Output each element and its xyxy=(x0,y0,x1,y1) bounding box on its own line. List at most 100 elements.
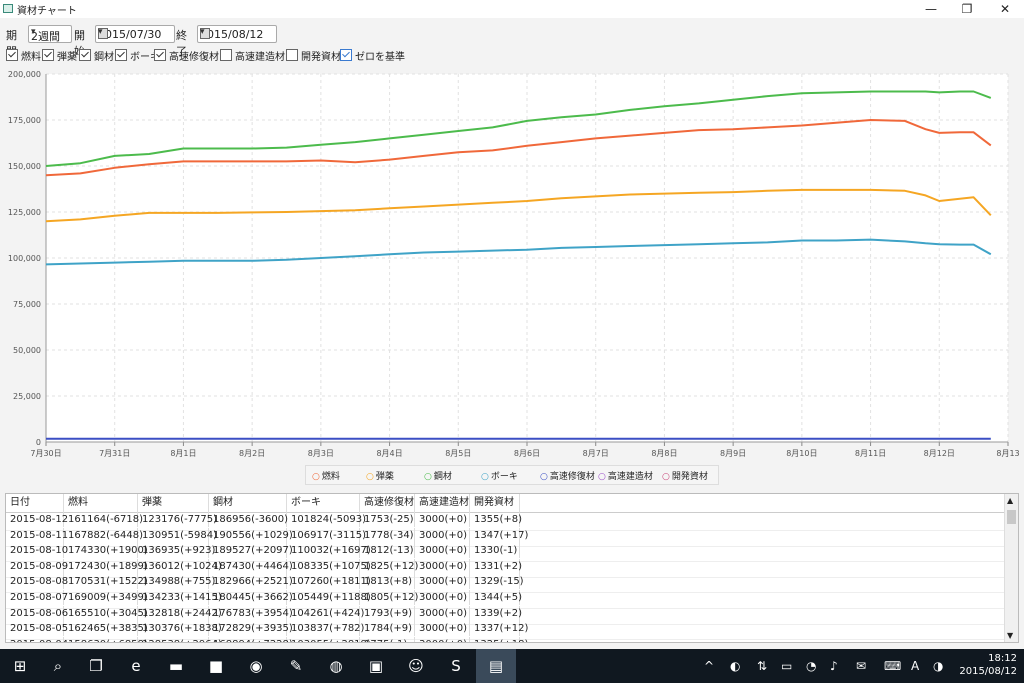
search-taskbar-button[interactable]: ⌕ xyxy=(38,649,78,683)
tray-icon[interactable]: ⇅ xyxy=(757,659,768,673)
tray-icon[interactable]: ◐ xyxy=(730,659,741,673)
table-cell: 186956(-3600) xyxy=(209,512,288,527)
column-header[interactable]: 高速修復材 xyxy=(360,494,415,512)
start-date-value: 2015/07/30 xyxy=(98,28,162,41)
table-cell: 189527(+2097) xyxy=(209,543,293,559)
calendar-icon xyxy=(200,28,210,39)
end-date-picker[interactable]: 2015/08/12 ▾ xyxy=(197,25,277,43)
table-cell: 190556(+1029) xyxy=(209,527,293,543)
table-scrollbar[interactable]: ▲ ▼ xyxy=(1004,494,1018,642)
start-taskbar-button[interactable]: ⊞ xyxy=(0,649,40,683)
tray-icon[interactable]: ⌨ xyxy=(884,659,902,673)
image-app-icon: ▣ xyxy=(368,657,384,675)
end-date-value: 2015/08/12 xyxy=(200,28,264,41)
table-row[interactable]: 2015-08-08 170531(+1522) 134988(+755) 18296… xyxy=(6,574,1006,594)
period-select[interactable]: 2週間 ▾ xyxy=(28,25,72,43)
table-cell: 174330(+1900) xyxy=(64,543,148,559)
column-header[interactable]: 弾薬 xyxy=(138,494,209,512)
table-row[interactable]: 2015-08-05 162465(+3835) 130376(+1838) 1728… xyxy=(6,621,1006,641)
table-cell: 3000(+0) xyxy=(415,543,470,559)
tray-icon[interactable]: ♪ xyxy=(830,659,838,673)
checkbox-instant-construction[interactable]: 高速建造材 xyxy=(220,48,285,63)
series-line-2 xyxy=(45,90,992,167)
column-header[interactable]: 高速建造材 xyxy=(415,494,470,512)
table-cell: 1805(+12) xyxy=(360,590,418,605)
chart-legend: ○ 燃料 ○ 弾薬 ○ 鋼材 ○ ボーキ ○ 高速修復材 ○ 高速建造材 ○ 開発資材 xyxy=(305,465,719,485)
checkbox-fuel[interactable]: 燃料 xyxy=(6,48,41,63)
table-row[interactable]: 2015-08-06 165510(+3045) 132818(+2442) 1767… xyxy=(6,605,1006,625)
chrome-taskbar-button[interactable]: ◉ xyxy=(236,649,276,683)
table-cell: 134988(+755) xyxy=(138,574,215,590)
x-tick-label: 8月6日 xyxy=(514,449,540,458)
x-tick-label: 7月30日 xyxy=(30,449,61,458)
table-row[interactable]: 2015-08-12 161164(-6718) 123176(-7775) 1869… xyxy=(6,512,1006,531)
table-cell: 182966(+2521) xyxy=(209,574,293,590)
table-cell: 1784(+9) xyxy=(360,621,415,637)
paint-taskbar-button[interactable]: ✎ xyxy=(276,649,316,683)
minimize-button[interactable]: — xyxy=(925,2,937,16)
x-tick-label: 8月3日 xyxy=(308,449,334,458)
table-cell: 167882(-6448) xyxy=(64,527,143,543)
tray-icon[interactable]: ^ xyxy=(704,659,715,673)
tray-icon[interactable]: ◔ xyxy=(806,659,817,673)
tray-icon[interactable]: ▭ xyxy=(781,659,793,673)
column-header[interactable]: 日付 xyxy=(6,494,64,512)
character-app-taskbar-button[interactable]: ☺ xyxy=(396,649,436,683)
x-tick-label: 8月12日 xyxy=(924,449,955,458)
checkbox-ammo[interactable]: 弾薬 xyxy=(42,48,77,63)
table-cell: 180445(+3662) xyxy=(209,590,293,605)
x-tick-label: 8月13 xyxy=(996,449,1019,458)
tray-icon[interactable]: A xyxy=(911,659,920,673)
edge-taskbar-button[interactable]: e xyxy=(116,649,156,683)
taskbar-clock[interactable]: 18:12 2015/08/12 xyxy=(955,652,1017,678)
character-app-icon: ☺ xyxy=(408,657,424,675)
table-cell: 3000(+0) xyxy=(415,590,470,605)
start-icon: ⊞ xyxy=(13,657,27,675)
table-cell: 165510(+3045) xyxy=(64,605,148,621)
checkbox-steel[interactable]: 鋼材 xyxy=(79,48,114,63)
tray-icon[interactable]: ✉ xyxy=(856,659,867,673)
table-cell: 104261(+424) xyxy=(287,605,364,621)
store-taskbar-button[interactable]: ■ xyxy=(196,649,236,683)
legend-marker-icon: ○ xyxy=(481,472,489,482)
file-explorer-taskbar-button[interactable]: ▬ xyxy=(156,649,196,683)
task-view-taskbar-button[interactable]: ❐ xyxy=(76,649,116,683)
file-explorer-icon: ▬ xyxy=(168,657,184,675)
column-header[interactable]: ボーキ xyxy=(287,494,360,512)
table-cell: 1775(-1) xyxy=(360,636,415,642)
checkbox-instant-repair[interactable]: 高速修復材 xyxy=(154,48,219,63)
scroll-down-icon[interactable]: ▼ xyxy=(1007,631,1014,640)
start-date-picker[interactable]: 2015/07/30 ▾ xyxy=(95,25,175,43)
table-cell: 101824(-5093) xyxy=(287,512,366,527)
checkbox-zero-base[interactable]: ゼロを基準 xyxy=(340,48,405,63)
checkbox-dev-material[interactable]: 開発資材 xyxy=(286,48,341,63)
chart-app-taskbar-button[interactable]: ▤ xyxy=(476,649,516,683)
paint-icon: ✎ xyxy=(289,657,303,675)
x-tick-label: 8月7日 xyxy=(583,449,609,458)
column-header[interactable]: 燃料 xyxy=(64,494,138,512)
close-button[interactable]: ✕ xyxy=(999,2,1011,16)
column-header[interactable]: 鋼材 xyxy=(209,494,287,512)
table-row[interactable]: 2015-08-11 167882(-6448) 130951(-5984) 1905… xyxy=(6,527,1006,547)
tray-icon[interactable]: ◑ xyxy=(933,659,944,673)
checkbox-bauxite[interactable]: ボーキ xyxy=(115,48,160,63)
skype-taskbar-button[interactable]: S xyxy=(436,649,476,683)
table-cell: 130951(-5984) xyxy=(138,527,217,543)
table-row[interactable]: 2015-08-10 174330(+1900) 136935(+923) 18952… xyxy=(6,543,1006,563)
maximize-button[interactable]: ❐ xyxy=(961,2,973,16)
scroll-up-icon[interactable]: ▲ xyxy=(1007,496,1014,505)
table-cell: 3000(+0) xyxy=(415,605,470,621)
table-row[interactable]: 2015-08-07 169009(+3499) 134233(+1415) 1804… xyxy=(6,590,1006,609)
column-header[interactable]: 開発資材 xyxy=(470,494,520,512)
resource-line-chart: 0 25,000 50,000 75,000 100,000 125,000 150,000… xyxy=(8,70,1020,458)
checkbox-label: 高速建造材 xyxy=(235,52,285,63)
scroll-thumb[interactable] xyxy=(1007,510,1016,524)
table-row[interactable]: 2015-08-04158630(+6858)128538(+2964)1688… xyxy=(6,636,1006,642)
table-cell: 110032(+1697) xyxy=(287,543,371,559)
image-app-taskbar-button[interactable]: ▣ xyxy=(356,649,396,683)
table-row[interactable]: 2015-08-09 172430(+1899) 136012(+1024) 1874… xyxy=(6,558,1006,578)
table-cell: 1793(+9) xyxy=(360,605,415,621)
resource-table[interactable]: 日付 燃料 弾薬 鋼材 ボーキ 高速修復材 高速建造材 開発資材 2015-08-12 1611… xyxy=(5,493,1019,643)
x-tick-label: 7月31日 xyxy=(99,449,130,458)
firefox-taskbar-button[interactable]: ◍ xyxy=(316,649,356,683)
